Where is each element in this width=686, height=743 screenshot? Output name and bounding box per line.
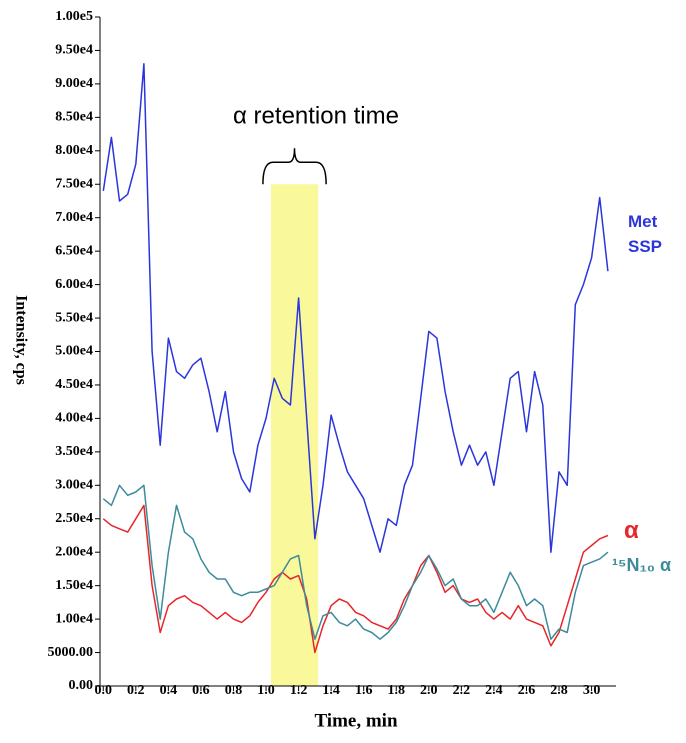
series-line [102, 484, 609, 640]
x-tick-label: 0.4 [160, 683, 178, 698]
y-tick-label: 8.50e4 [55, 110, 93, 125]
x-tick-label: 1.8 [388, 683, 406, 698]
y-tick-label: 3.00e4 [55, 478, 93, 493]
y-tick-label: 4.50e4 [55, 377, 93, 392]
y-tick-label: 1.00e4 [55, 611, 93, 626]
x-tick-label: 3.0 [583, 683, 601, 698]
y-axis-label: Intensity, cps [12, 295, 29, 385]
legend-label: α [624, 517, 639, 544]
x-tick-label: 0.2 [127, 683, 145, 698]
annotation: α retention time [233, 102, 399, 129]
y-tick-label: 9.00e4 [55, 76, 93, 91]
highlight-band [270, 184, 319, 686]
y-tick-label: 2.00e4 [55, 544, 93, 559]
x-tick-label: 2.4 [485, 683, 503, 698]
x-tick-label: 1.4 [322, 683, 340, 698]
y-tick-label: 7.50e4 [55, 176, 93, 191]
brace [262, 148, 327, 185]
y-tick-label: 4.00e4 [55, 411, 93, 426]
y-tick-label: 3.50e4 [55, 444, 93, 459]
y-tick-label: 2.50e4 [55, 511, 93, 526]
x-tick-label: 1.0 [257, 683, 275, 698]
y-tick-label: 8.00e4 [55, 143, 93, 158]
y-tick-label: 1.50e4 [55, 578, 93, 593]
y-tick-label: 5.50e4 [55, 310, 93, 325]
x-tick-label: 0.6 [192, 683, 210, 698]
legend-label: Met SSP [628, 212, 663, 256]
y-tick-label: 5.00e4 [55, 344, 93, 359]
y-tick-label: 1.00e5 [55, 9, 93, 24]
x-axis-label: Time, min [314, 710, 397, 731]
x-tick-label: 1.6 [355, 683, 373, 698]
x-tick-label: 0.8 [225, 683, 243, 698]
y-tick-label: 9.50e4 [55, 43, 93, 58]
y-tick-label: 6.00e4 [55, 277, 93, 292]
x-tick-label: 2.8 [550, 683, 568, 698]
x-tick-label: 2.2 [453, 683, 471, 698]
y-tick-label: 6.50e4 [55, 243, 93, 258]
x-tick-label: 1.2 [290, 683, 308, 698]
y-tick-label: 7.00e4 [55, 210, 93, 225]
x-tick-label: 2.6 [518, 683, 536, 698]
y-tick-label: 0.00 [69, 678, 94, 693]
series-line [102, 504, 609, 654]
y-tick-label: 5000.00 [48, 645, 94, 660]
x-tick-label: 0.0 [95, 683, 113, 698]
series-line [102, 63, 609, 553]
x-tick-label: 2.0 [420, 683, 438, 698]
legend-label: ¹⁵N₁₀ α [612, 555, 672, 575]
